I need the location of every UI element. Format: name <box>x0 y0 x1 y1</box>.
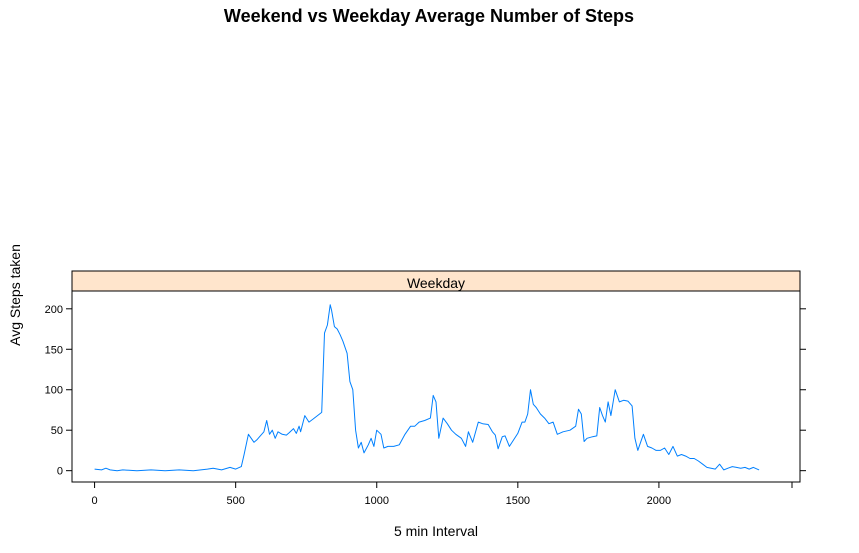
y-tick-label-3: 150 <box>45 344 63 356</box>
x-tick-label-4: 2000 <box>647 495 671 507</box>
x-tick-label-0: 0 <box>92 495 98 507</box>
y-tick-label-1: 50 <box>51 425 63 437</box>
panel-strip-label: Weekday <box>407 275 465 291</box>
series-line-0 <box>94 304 760 472</box>
x-axis: 0 500 1000 1500 2000 <box>92 482 793 507</box>
y-tick-label-2: 100 <box>45 385 63 397</box>
plot-panel-border <box>71 290 801 483</box>
series-group <box>94 304 760 472</box>
x-tick-label-3: 1500 <box>506 495 530 507</box>
chart-title: Weekend vs Weekday Average Number of Ste… <box>224 6 634 26</box>
y-axis-label: Avg Steps taken <box>7 244 23 346</box>
x-tick-label-2: 1000 <box>365 495 389 507</box>
x-axis-label: 5 min Interval <box>394 523 478 539</box>
y-tick-label-4: 200 <box>45 304 63 316</box>
x-tick-label-1: 500 <box>226 495 244 507</box>
y-axis: 0 50 100 150 200 <box>45 304 806 478</box>
y-tick-label-0: 0 <box>57 466 63 478</box>
